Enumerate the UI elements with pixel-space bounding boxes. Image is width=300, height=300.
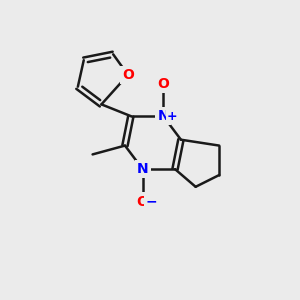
Text: N: N [137, 162, 148, 176]
Text: O: O [122, 68, 134, 82]
Text: +: + [167, 110, 177, 123]
Text: O: O [137, 194, 148, 208]
Text: N: N [158, 109, 169, 123]
Text: O: O [157, 77, 169, 91]
Text: −: − [145, 194, 157, 208]
